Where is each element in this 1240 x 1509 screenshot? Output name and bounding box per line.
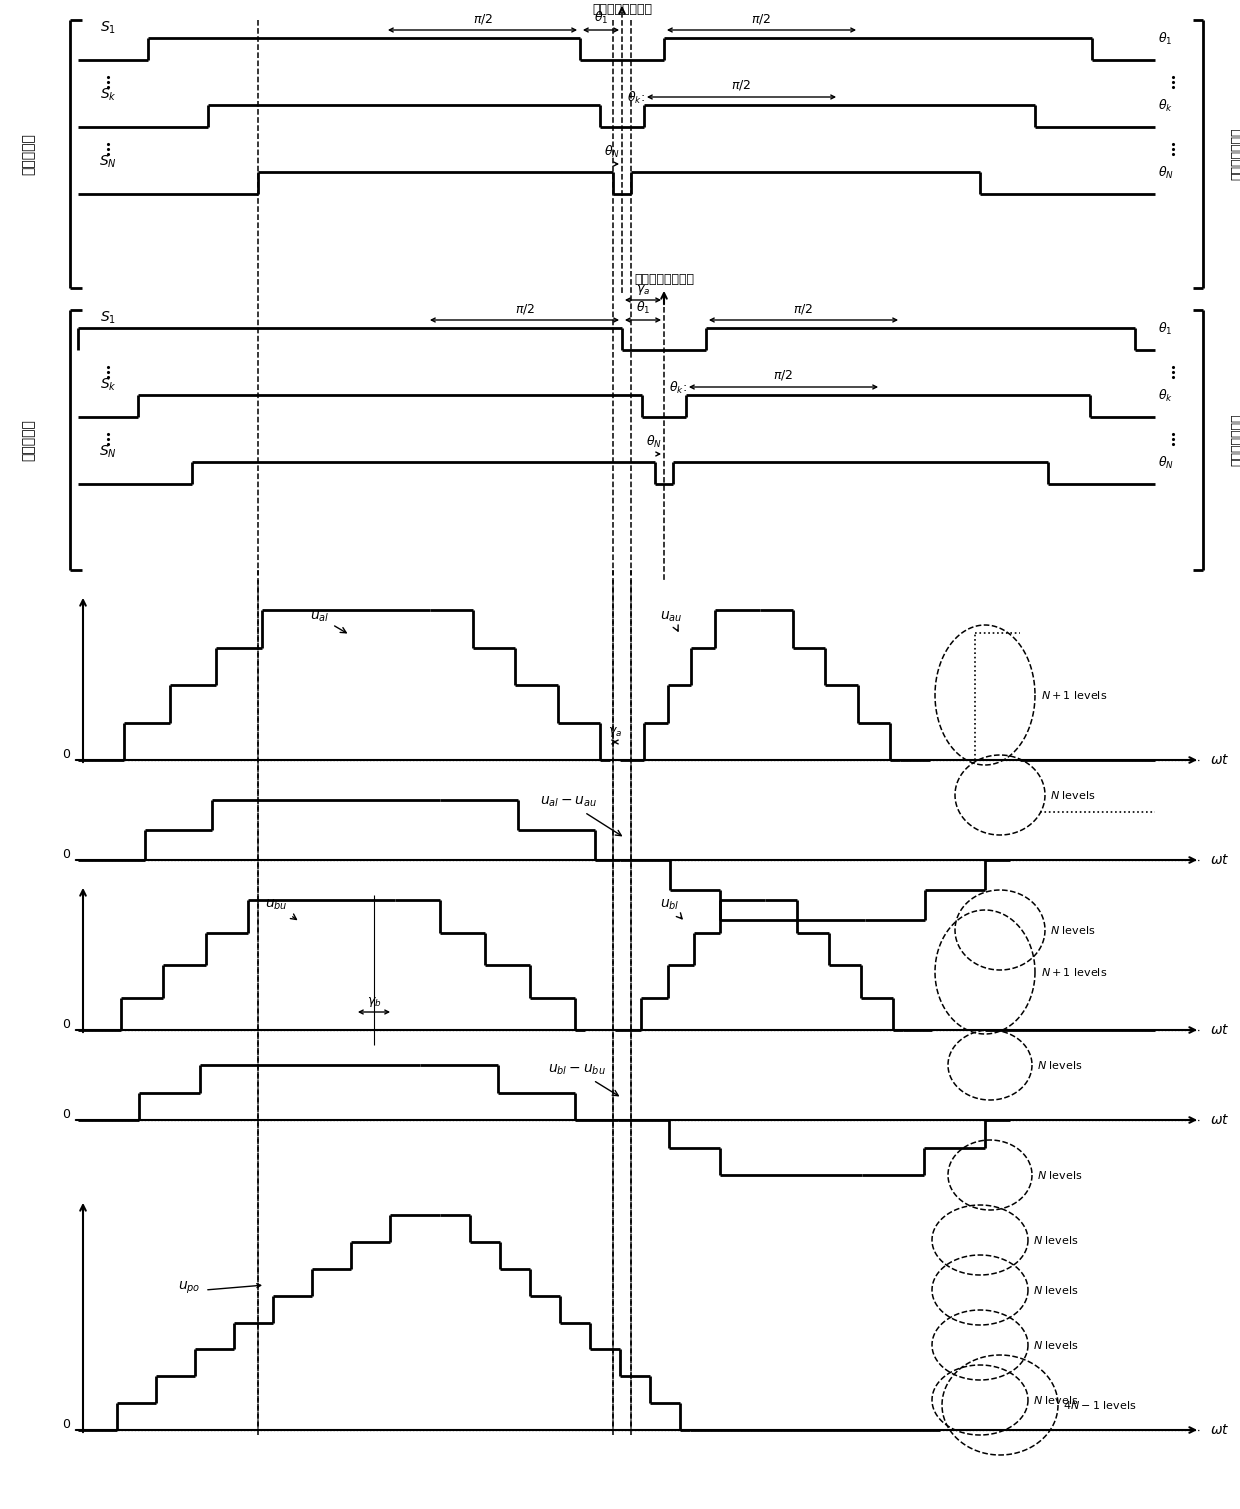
Text: $\theta_k$:: $\theta_k$:	[627, 91, 645, 106]
Text: $S_N$: $S_N$	[99, 444, 117, 460]
Text: $\theta_N$: $\theta_N$	[1158, 164, 1174, 181]
Text: $N$ levels: $N$ levels	[1033, 1234, 1079, 1246]
Text: $u_{al}$: $u_{al}$	[310, 610, 346, 632]
Text: $\omega t$: $\omega t$	[1210, 1023, 1230, 1037]
Text: $\pi/2$: $\pi/2$	[773, 368, 792, 382]
Text: $u_{bu}$: $u_{bu}$	[265, 898, 296, 919]
Text: 上桥臂脉冲对称轴: 上桥臂脉冲对称轴	[591, 3, 652, 17]
Text: $u_{po}$: $u_{po}$	[177, 1280, 200, 1296]
Text: $\theta_1$: $\theta_1$	[636, 300, 650, 315]
Text: $u_{bl}-u_{bu}$: $u_{bl}-u_{bu}$	[548, 1062, 619, 1096]
Text: $\pi/2$: $\pi/2$	[474, 12, 494, 26]
Text: $N$ levels: $N$ levels	[1037, 1059, 1083, 1071]
Text: $\theta_1$: $\theta_1$	[1158, 32, 1172, 47]
Text: $S_1$: $S_1$	[100, 20, 117, 36]
Text: $N+1$ levels: $N+1$ levels	[1042, 966, 1107, 978]
Text: $\theta_N$: $\theta_N$	[1158, 456, 1174, 471]
Text: $N$ levels: $N$ levels	[1033, 1338, 1079, 1351]
Text: 0: 0	[62, 1418, 69, 1432]
Text: $S_k$: $S_k$	[99, 86, 117, 103]
Text: $\pi/2$: $\pi/2$	[794, 302, 813, 315]
Text: $\omega t$: $\omega t$	[1210, 1114, 1230, 1127]
Text: 上桥臂脉冲: 上桥臂脉冲	[21, 133, 35, 175]
Text: $\omega t$: $\omega t$	[1210, 753, 1230, 767]
Text: $\theta_1$: $\theta_1$	[1158, 321, 1172, 337]
Text: 0: 0	[62, 848, 69, 862]
Text: $N$ levels: $N$ levels	[1037, 1169, 1083, 1182]
Text: $\pi/2$: $\pi/2$	[751, 12, 771, 26]
Text: $\gamma_b$: $\gamma_b$	[367, 994, 381, 1010]
Text: 0: 0	[62, 1019, 69, 1032]
Text: $\gamma_a$: $\gamma_a$	[608, 724, 622, 739]
Text: $S_1$: $S_1$	[100, 309, 117, 326]
Text: $u_{au}$: $u_{au}$	[660, 610, 682, 631]
Text: $\omega t$: $\omega t$	[1210, 1423, 1230, 1437]
Text: 下桥臂脉冲: 下桥臂脉冲	[21, 420, 35, 460]
Text: $u_{al}-u_{au}$: $u_{al}-u_{au}$	[539, 795, 621, 836]
Text: $\pi/2$: $\pi/2$	[515, 302, 534, 315]
Text: 0: 0	[62, 1109, 69, 1121]
Text: $\theta_k$: $\theta_k$	[1158, 388, 1173, 404]
Text: $\theta_N$: $\theta_N$	[604, 143, 620, 160]
Text: $u_{bl}$: $u_{bl}$	[660, 898, 682, 919]
Text: $\gamma_a$: $\gamma_a$	[636, 284, 650, 297]
Text: 0: 0	[62, 748, 69, 762]
Text: $\theta_N$: $\theta_N$	[646, 435, 662, 450]
Text: $S_N$: $S_N$	[99, 154, 117, 171]
Text: $\theta_k$:: $\theta_k$:	[670, 380, 687, 395]
Text: $S_k$: $S_k$	[99, 377, 117, 392]
Text: $N$ levels: $N$ levels	[1050, 924, 1096, 936]
Text: $\theta_1$: $\theta_1$	[594, 11, 608, 26]
Text: $N+1$ levels: $N+1$ levels	[1042, 690, 1107, 702]
Text: $\pi/2$: $\pi/2$	[732, 78, 751, 92]
Text: $N$ levels: $N$ levels	[1050, 789, 1096, 801]
Text: $N$ levels: $N$ levels	[1033, 1284, 1079, 1296]
Text: 子模块间移相角: 子模块间移相角	[1230, 128, 1240, 180]
Text: $N$ levels: $N$ levels	[1033, 1394, 1079, 1406]
Text: 下桥臂脉冲对称轴: 下桥臂脉冲对称轴	[634, 273, 694, 287]
Text: $\theta_k$: $\theta_k$	[1158, 98, 1173, 115]
Text: 子模块间移相角: 子模块间移相角	[1230, 413, 1240, 466]
Text: $\omega t$: $\omega t$	[1210, 853, 1230, 868]
Text: $4N-1$ levels: $4N-1$ levels	[1063, 1399, 1136, 1411]
